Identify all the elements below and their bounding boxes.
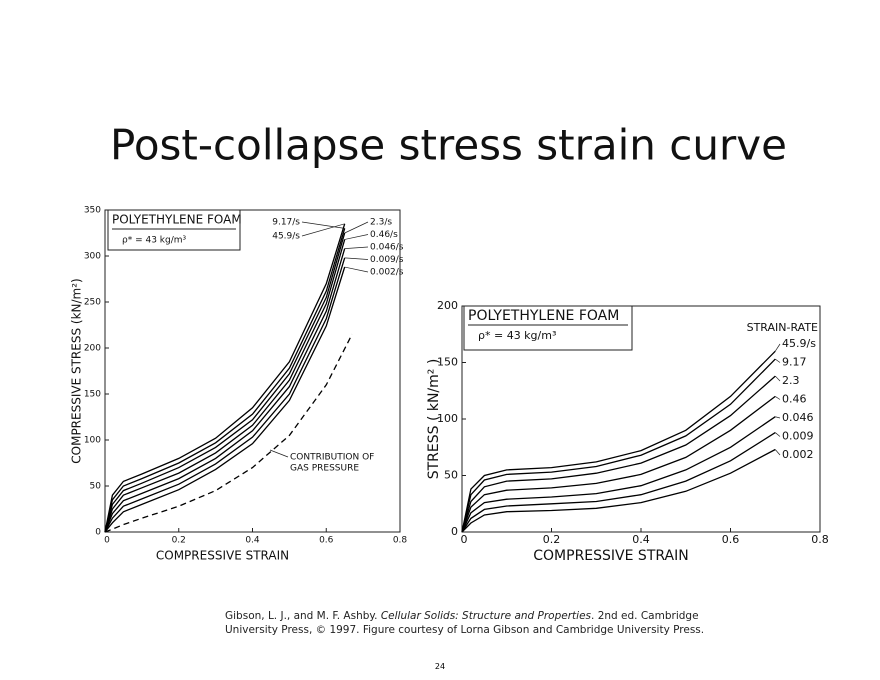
x-tick-label: 0	[461, 533, 468, 546]
series-label: 0.46/s	[370, 230, 398, 240]
series-line	[461, 395, 776, 533]
y-axis-title: STRESS ( kN/m² )	[426, 359, 442, 480]
label-leader	[344, 266, 369, 273]
y-tick-label: 150	[84, 390, 101, 400]
series-line	[104, 239, 346, 533]
annotation: CONTRIBUTION OF	[290, 453, 374, 463]
label-leader	[774, 375, 781, 382]
label-leader	[344, 246, 369, 249]
label-leader	[775, 432, 781, 437]
series-line	[461, 375, 776, 533]
series-label: 0.046	[782, 411, 814, 424]
citation-text: Gibson, L. J., and M. F. Ashby.	[225, 610, 381, 622]
y-tick-label: 350	[84, 206, 101, 216]
series-line	[461, 358, 776, 533]
slide-title: Post-collapse stress strain curve	[110, 121, 787, 170]
x-axis-title: COMPRESSIVE STRAIN	[533, 548, 688, 564]
series-line	[104, 266, 346, 533]
x-tick-label: 0.4	[632, 533, 650, 546]
box-text: ρ* = 43 kg/m³	[122, 236, 187, 246]
label-leader	[344, 257, 369, 260]
y-tick-label: 150	[437, 356, 458, 369]
y-tick-label: 200	[84, 344, 101, 354]
series-line	[461, 448, 776, 533]
box-title: POLYETHYLENE FOAM	[112, 213, 242, 227]
x-tick-label: 0.2	[543, 533, 561, 546]
series-label: 0.009/s	[370, 255, 404, 265]
citation-title: Cellular Solids: Structure and Propertie…	[380, 610, 592, 622]
series-label: 0.46	[782, 393, 807, 406]
y-tick-label: 300	[84, 252, 101, 262]
dashed-line	[104, 333, 353, 533]
legend-title: STRAIN-RATE	[747, 321, 818, 334]
label-leader	[775, 358, 781, 363]
y-tick-label: 100	[437, 412, 458, 425]
citation-text: . 2nd ed. Cambridge University Press, © …	[225, 610, 705, 636]
x-axis-title: COMPRESSIVE STRAIN	[156, 549, 289, 563]
x-tick-label: 0.2	[172, 536, 186, 546]
series-label: 2.3	[782, 374, 800, 387]
slide-graphics: Post-collapse stress strain curve 0 50 100…	[70, 121, 829, 565]
label-leader	[775, 396, 781, 400]
label-leader	[344, 234, 369, 240]
x-tick-label: 0	[104, 536, 110, 546]
series-line	[104, 228, 346, 533]
x-tick-label: 0.8	[393, 536, 408, 546]
y-tick-label: 50	[90, 482, 102, 492]
label-leader	[344, 221, 369, 234]
series-line	[104, 223, 346, 533]
annotation: GAS PRESSURE	[290, 464, 359, 474]
y-tick-label: 100	[84, 436, 101, 446]
box-text: ρ* = 43 kg/m³	[478, 329, 556, 342]
series-label: 9.17	[782, 356, 807, 369]
label-leader	[301, 221, 345, 229]
series-label: 0.046/s	[370, 243, 404, 253]
label-leader	[775, 416, 781, 419]
x-tick-label: 0.8	[811, 533, 829, 546]
y-tick-label: 50	[444, 469, 458, 482]
x-tick-label: 0.4	[245, 536, 260, 546]
y-tick-label: 0	[95, 528, 101, 538]
label-leader	[301, 223, 345, 237]
series-line	[104, 232, 346, 533]
series-line	[461, 350, 776, 533]
series-label: 45.9/s	[272, 232, 300, 242]
y-tick-label: 250	[84, 298, 101, 308]
series-label: 2.3/s	[370, 218, 392, 228]
series-label: 0.002/s	[370, 268, 404, 278]
x-tick-label: 0.6	[319, 536, 334, 546]
box-title: POLYETHYLENE FOAM	[468, 308, 619, 324]
series-line	[104, 248, 346, 533]
label-leader	[774, 449, 781, 456]
series-line	[461, 432, 776, 533]
page-number: 24	[434, 662, 446, 671]
label-leader	[774, 343, 781, 352]
series-label: 9.17/s	[272, 218, 300, 228]
citation: Gibson, L. J., and M. F. Ashby. Cellular…	[225, 609, 705, 637]
series-line	[461, 416, 776, 533]
series-label: 0.009	[782, 430, 814, 443]
annotation-arrow	[269, 449, 289, 458]
info-box	[107, 209, 241, 251]
series-label: 45.9/s	[782, 337, 816, 350]
y-tick-label: 200	[437, 299, 458, 312]
series-label: 0.002	[782, 448, 814, 461]
x-tick-label: 0.6	[722, 533, 740, 546]
info-box	[463, 305, 633, 351]
series-line	[104, 257, 346, 533]
y-axis-title: COMPRESSIVE STRESS (kN/m²)	[70, 278, 84, 463]
y-tick-label: 0	[451, 525, 458, 538]
